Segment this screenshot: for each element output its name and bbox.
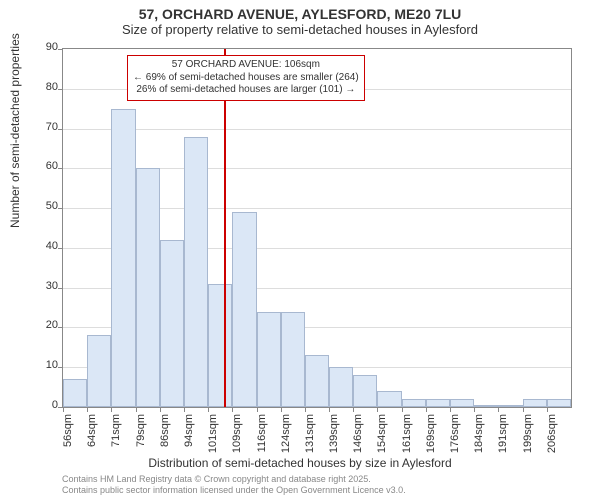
tick-y (58, 168, 63, 169)
tick-x (547, 407, 548, 412)
footer-text: Contains HM Land Registry data © Crown c… (62, 474, 406, 496)
histogram-bar (160, 240, 184, 407)
tick-y (58, 327, 63, 328)
tick-x (111, 407, 112, 412)
title-block: 57, ORCHARD AVENUE, AYLESFORD, ME20 7LU … (0, 0, 600, 37)
histogram-bar (184, 137, 208, 407)
tick-x (377, 407, 378, 412)
histogram-bar (305, 355, 329, 407)
histogram-bar (450, 399, 474, 407)
tick-x (63, 407, 64, 412)
title-main: 57, ORCHARD AVENUE, AYLESFORD, ME20 7LU (0, 6, 600, 22)
tick-x (426, 407, 427, 412)
x-tick-label: 116sqm (256, 414, 268, 454)
y-tick-label: 0 (30, 399, 58, 411)
tick-x (450, 407, 451, 412)
histogram-bar (329, 367, 353, 407)
x-tick-label: 161sqm (401, 414, 413, 454)
annotation-line2: ← 69% of semi-detached houses are smalle… (133, 72, 359, 85)
histogram-bar (474, 405, 498, 407)
tick-y (58, 288, 63, 289)
x-tick-label: 86sqm (159, 414, 171, 454)
tick-y (58, 208, 63, 209)
x-tick-label: 169sqm (425, 414, 437, 454)
x-tick-label: 56sqm (62, 414, 74, 454)
y-tick-label: 70 (30, 121, 58, 133)
tick-x (232, 407, 233, 412)
x-tick-label: 131sqm (304, 414, 316, 454)
y-axis-title: Number of semi-detached properties (8, 33, 22, 228)
x-tick-label: 146sqm (352, 414, 364, 454)
tick-x (87, 407, 88, 412)
y-tick-label: 80 (30, 81, 58, 93)
tick-y (58, 248, 63, 249)
x-tick-label: 184sqm (473, 414, 485, 454)
tick-x (136, 407, 137, 412)
tick-y (58, 89, 63, 90)
y-tick-label: 50 (30, 200, 58, 212)
y-tick-label: 20 (30, 319, 58, 331)
y-tick-label: 90 (30, 41, 58, 53)
tick-x (353, 407, 354, 412)
tick-x (208, 407, 209, 412)
annotation-line3: 26% of semi-detached houses are larger (… (133, 84, 359, 97)
annotation-line1: 57 ORCHARD AVENUE: 106sqm (133, 59, 359, 72)
y-tick-label: 40 (30, 240, 58, 252)
x-tick-label: 109sqm (231, 414, 243, 454)
histogram-bar (87, 335, 111, 407)
x-tick-label: 101sqm (207, 414, 219, 454)
chart-container: 57, ORCHARD AVENUE, AYLESFORD, ME20 7LU … (0, 0, 600, 500)
tick-x (474, 407, 475, 412)
tick-x (281, 407, 282, 412)
x-tick-label: 191sqm (497, 414, 509, 454)
histogram-bar (426, 399, 450, 407)
histogram-bar (281, 312, 305, 407)
histogram-bar (63, 379, 87, 407)
tick-y (58, 49, 63, 50)
histogram-bar (208, 284, 232, 407)
x-tick-label: 176sqm (449, 414, 461, 454)
footer-line1: Contains HM Land Registry data © Crown c… (62, 474, 406, 485)
histogram-bar (377, 391, 401, 407)
histogram-bar (353, 375, 377, 407)
x-tick-label: 71sqm (110, 414, 122, 454)
x-tick-label: 124sqm (280, 414, 292, 454)
y-tick-label: 30 (30, 280, 58, 292)
tick-x (402, 407, 403, 412)
gridline-h (63, 129, 571, 130)
x-tick-label: 206sqm (546, 414, 558, 454)
tick-x (257, 407, 258, 412)
plot-area: 57 ORCHARD AVENUE: 106sqm ← 69% of semi-… (62, 48, 572, 408)
tick-x (305, 407, 306, 412)
title-sub: Size of property relative to semi-detach… (0, 22, 600, 37)
histogram-bar (111, 109, 135, 407)
tick-x (523, 407, 524, 412)
histogram-bar (523, 399, 547, 407)
tick-x (498, 407, 499, 412)
tick-x (184, 407, 185, 412)
x-tick-label: 64sqm (86, 414, 98, 454)
x-tick-label: 154sqm (376, 414, 388, 454)
y-tick-label: 10 (30, 359, 58, 371)
x-tick-label: 199sqm (522, 414, 534, 454)
tick-y (58, 129, 63, 130)
x-axis-title: Distribution of semi-detached houses by … (0, 456, 600, 470)
x-tick-label: 94sqm (183, 414, 195, 454)
tick-x (160, 407, 161, 412)
histogram-bar (402, 399, 426, 407)
histogram-bar (257, 312, 281, 407)
reference-line (224, 49, 226, 407)
tick-y (58, 367, 63, 368)
footer-line2: Contains public sector information licen… (62, 485, 406, 496)
histogram-bar (547, 399, 571, 407)
y-tick-label: 60 (30, 160, 58, 172)
tick-x (329, 407, 330, 412)
x-tick-label: 79sqm (135, 414, 147, 454)
histogram-bar (232, 212, 256, 407)
histogram-bar (498, 405, 522, 407)
histogram-bar (136, 168, 160, 407)
annotation-box: 57 ORCHARD AVENUE: 106sqm ← 69% of semi-… (127, 55, 365, 101)
x-tick-label: 139sqm (328, 414, 340, 454)
